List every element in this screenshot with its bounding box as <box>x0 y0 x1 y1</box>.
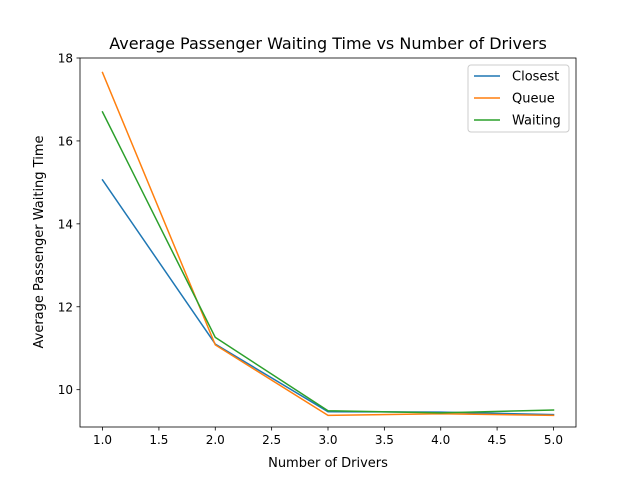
x-tick-label: 1.5 <box>149 433 168 447</box>
x-tick-label: 4.5 <box>488 433 507 447</box>
y-tick-label: 10 <box>58 383 73 397</box>
legend-box <box>467 64 570 133</box>
y-tick-label: 12 <box>58 300 73 314</box>
x-tick-label: 3.5 <box>375 433 394 447</box>
series-line-waiting <box>101 110 555 414</box>
x-axis-label: Number of Drivers <box>268 456 388 471</box>
x-tick-label: 2.0 <box>206 433 225 447</box>
y-tick-label: 18 <box>58 52 73 66</box>
chart-title: Average Passenger Waiting Time vs Number… <box>109 34 547 53</box>
x-tick-label: 5.0 <box>544 433 563 447</box>
y-tick-label: 14 <box>58 217 73 231</box>
x-tick-label: 2.5 <box>262 433 281 447</box>
x-tick-label: 4.0 <box>431 433 450 447</box>
legend-label-waiting: Waiting <box>512 114 561 129</box>
plot-area: 1.0 1.5 2.0 2.5 3.0 3.5 4.0 4.5 5.0 10 12 14 16 18 Clo… <box>58 52 577 447</box>
series-line-closest <box>101 178 555 416</box>
y-axis-label: Average Passenger Waiting Time <box>32 136 47 349</box>
series-line-queue <box>101 71 555 417</box>
y-tick-label: 16 <box>58 134 73 148</box>
x-tick-label: 3.0 <box>318 433 337 447</box>
x-tick-label: 1.0 <box>93 433 112 447</box>
legend-label-closest: Closest <box>512 70 559 85</box>
legend-label-queue: Queue <box>512 92 555 107</box>
